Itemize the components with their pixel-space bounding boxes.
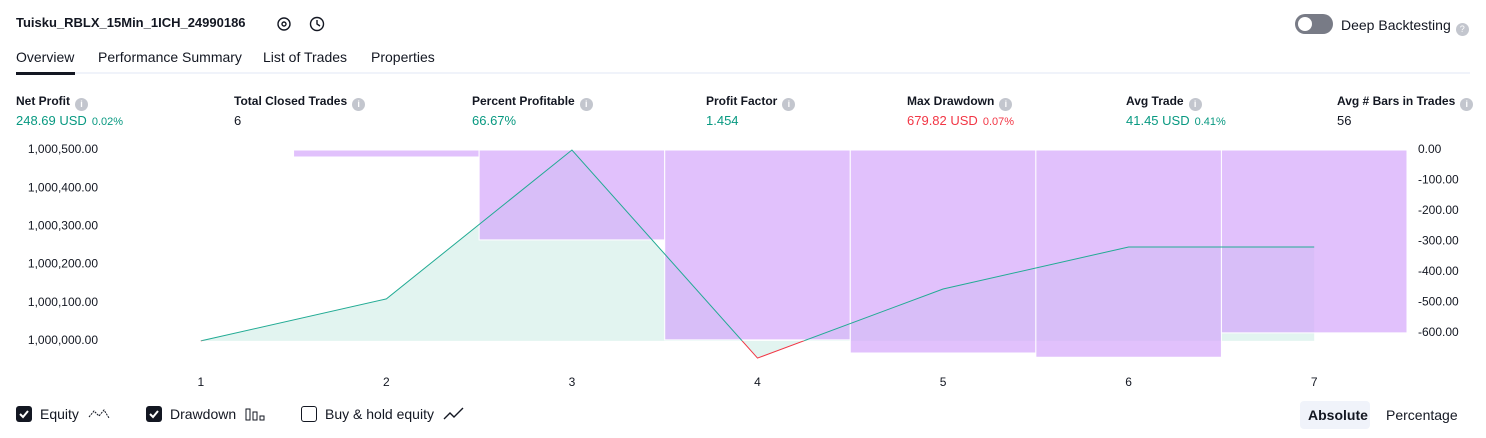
- metric-label: Percent Profitable i: [472, 94, 593, 111]
- tab[interactable]: List of Trades: [263, 49, 348, 65]
- x-tick-label: 2: [383, 375, 390, 389]
- equity-line-loss: [200, 340, 806, 359]
- metric-value: 41.45 USD 0.41%: [1126, 113, 1226, 128]
- metric-value: 66.67%: [472, 113, 516, 128]
- toggle-text: Deep Backtesting: [1341, 17, 1451, 33]
- legend-item[interactable]: Drawdown: [146, 406, 266, 422]
- tab[interactable]: Properties: [371, 49, 435, 65]
- info-icon: i: [75, 98, 88, 111]
- metric-value-text: 66.67%: [472, 113, 517, 128]
- drawdown-bar: [1035, 149, 1222, 358]
- metric-label-text: Avg Trade: [1126, 94, 1184, 108]
- y-tick-label: 1,000,000.00: [28, 333, 98, 347]
- info-icon: i: [352, 98, 366, 111]
- x-tick-label: 7: [1311, 375, 1318, 389]
- metric-value: 679.82 USD 0.07%: [907, 113, 1014, 128]
- legend-item[interactable]: Equity: [16, 406, 113, 422]
- legend-item[interactable]: Buy & hold equity: [301, 406, 466, 422]
- metric-value-text: 41.45 USD: [1126, 113, 1190, 128]
- y2-tick-label: -100.00: [1418, 173, 1459, 187]
- drawdown-bar: [1220, 149, 1408, 334]
- metric-label: Net Profit i: [16, 94, 88, 111]
- metric-label: Profit Factor i: [706, 94, 796, 111]
- metric-value-text: 56: [1337, 113, 1352, 128]
- y2-tick-label: -500.00: [1418, 295, 1459, 309]
- metric-percent: 0.41%: [1194, 116, 1226, 128]
- y-tick-label: 1,000,300.00: [28, 219, 98, 233]
- y2-tick-label: -600.00: [1418, 325, 1459, 339]
- metric-label-text: Percent Profitable: [472, 94, 575, 108]
- y-tick-label: 1,000,200.00: [28, 257, 98, 271]
- x-tick-label: 1: [197, 375, 204, 389]
- chart: 1,000,000.00 1,000,100.00 1,000,200.00 1,00…: [28, 142, 1459, 389]
- metric-value-text: 248.69 USD: [16, 113, 87, 128]
- x-tick-label: 3: [569, 375, 576, 389]
- metric-value-text: 679.82 USD: [907, 113, 978, 128]
- mode-button[interactable]: Absolute: [1308, 407, 1368, 423]
- info-icon: i: [1188, 98, 1202, 111]
- y-tick-label: 1,000,500.00: [28, 142, 98, 156]
- metric-label-text: Profit Factor: [706, 94, 778, 108]
- toggle[interactable]: [1295, 14, 1333, 34]
- drawdown-bar: [478, 149, 666, 241]
- metric-value-text: 6: [234, 113, 242, 128]
- tab-rule: [16, 72, 1470, 74]
- metric-label-text: Max Drawdown: [907, 94, 995, 108]
- info-icon: i: [999, 98, 1013, 111]
- drawdown-bar: [293, 149, 480, 158]
- strategy-title: Tuisku_RBLX_15Min_1ICH_24990186: [16, 15, 246, 30]
- mode-active-bg: [1300, 401, 1370, 429]
- y-tick-label: 1,000,400.00: [28, 180, 98, 194]
- toggle-label: Deep Backtesting?: [1341, 17, 1469, 36]
- drawdown-bar: [107, 149, 295, 152]
- x-tick-label: 4: [754, 375, 761, 389]
- info-icon: i: [1460, 98, 1474, 111]
- y2-tick-label: -300.00: [1418, 234, 1459, 248]
- drawdown-bar: [664, 149, 851, 341]
- header-icons[interactable]: [275, 15, 335, 33]
- metric-label: Total Closed Trades i: [234, 94, 366, 111]
- equity-line: [200, 149, 1315, 341]
- y-tick-label: 1,000,100.00: [28, 295, 98, 309]
- y2-tick-label: 0.00: [1418, 142, 1442, 156]
- mode-button[interactable]: Percentage: [1386, 407, 1458, 423]
- metric-value: 6: [234, 113, 241, 128]
- metric-value: 56: [1337, 113, 1351, 128]
- tab[interactable]: Performance Summary: [98, 49, 242, 65]
- metric-value: 248.69 USD 0.02%: [16, 113, 123, 128]
- metric-percent: 0.02%: [91, 116, 124, 128]
- metric-value: 1.454: [706, 113, 739, 128]
- tab[interactable]: Overview: [16, 49, 75, 65]
- info-icon: i: [579, 98, 593, 111]
- y2-tick-label: -200.00: [1418, 203, 1459, 217]
- drawdown-bar: [849, 149, 1037, 354]
- tab-underline: [16, 72, 75, 75]
- metric-label: Avg # Bars in Trades i: [1337, 94, 1474, 111]
- metric-label: Avg Trade i: [1126, 94, 1202, 111]
- legend-label: Drawdown: [170, 406, 237, 422]
- metric-label-text: Total Closed Trades: [234, 94, 348, 108]
- metric-label-text: Avg # Bars in Trades: [1337, 94, 1456, 108]
- info-icon: i: [782, 98, 796, 111]
- x-tick-label: 5: [940, 375, 947, 389]
- metric-percent: 0.07%: [982, 116, 1015, 128]
- metric-label: Max Drawdown i: [907, 94, 1013, 111]
- metric-value-text: 1.454: [706, 113, 739, 128]
- legend-label: Equity: [40, 406, 79, 422]
- metric-label-text: Net Profit: [16, 94, 70, 108]
- y2-tick-label: -400.00: [1418, 264, 1459, 278]
- x-tick-label: 6: [1125, 375, 1132, 389]
- legend-label: Buy & hold equity: [325, 406, 434, 422]
